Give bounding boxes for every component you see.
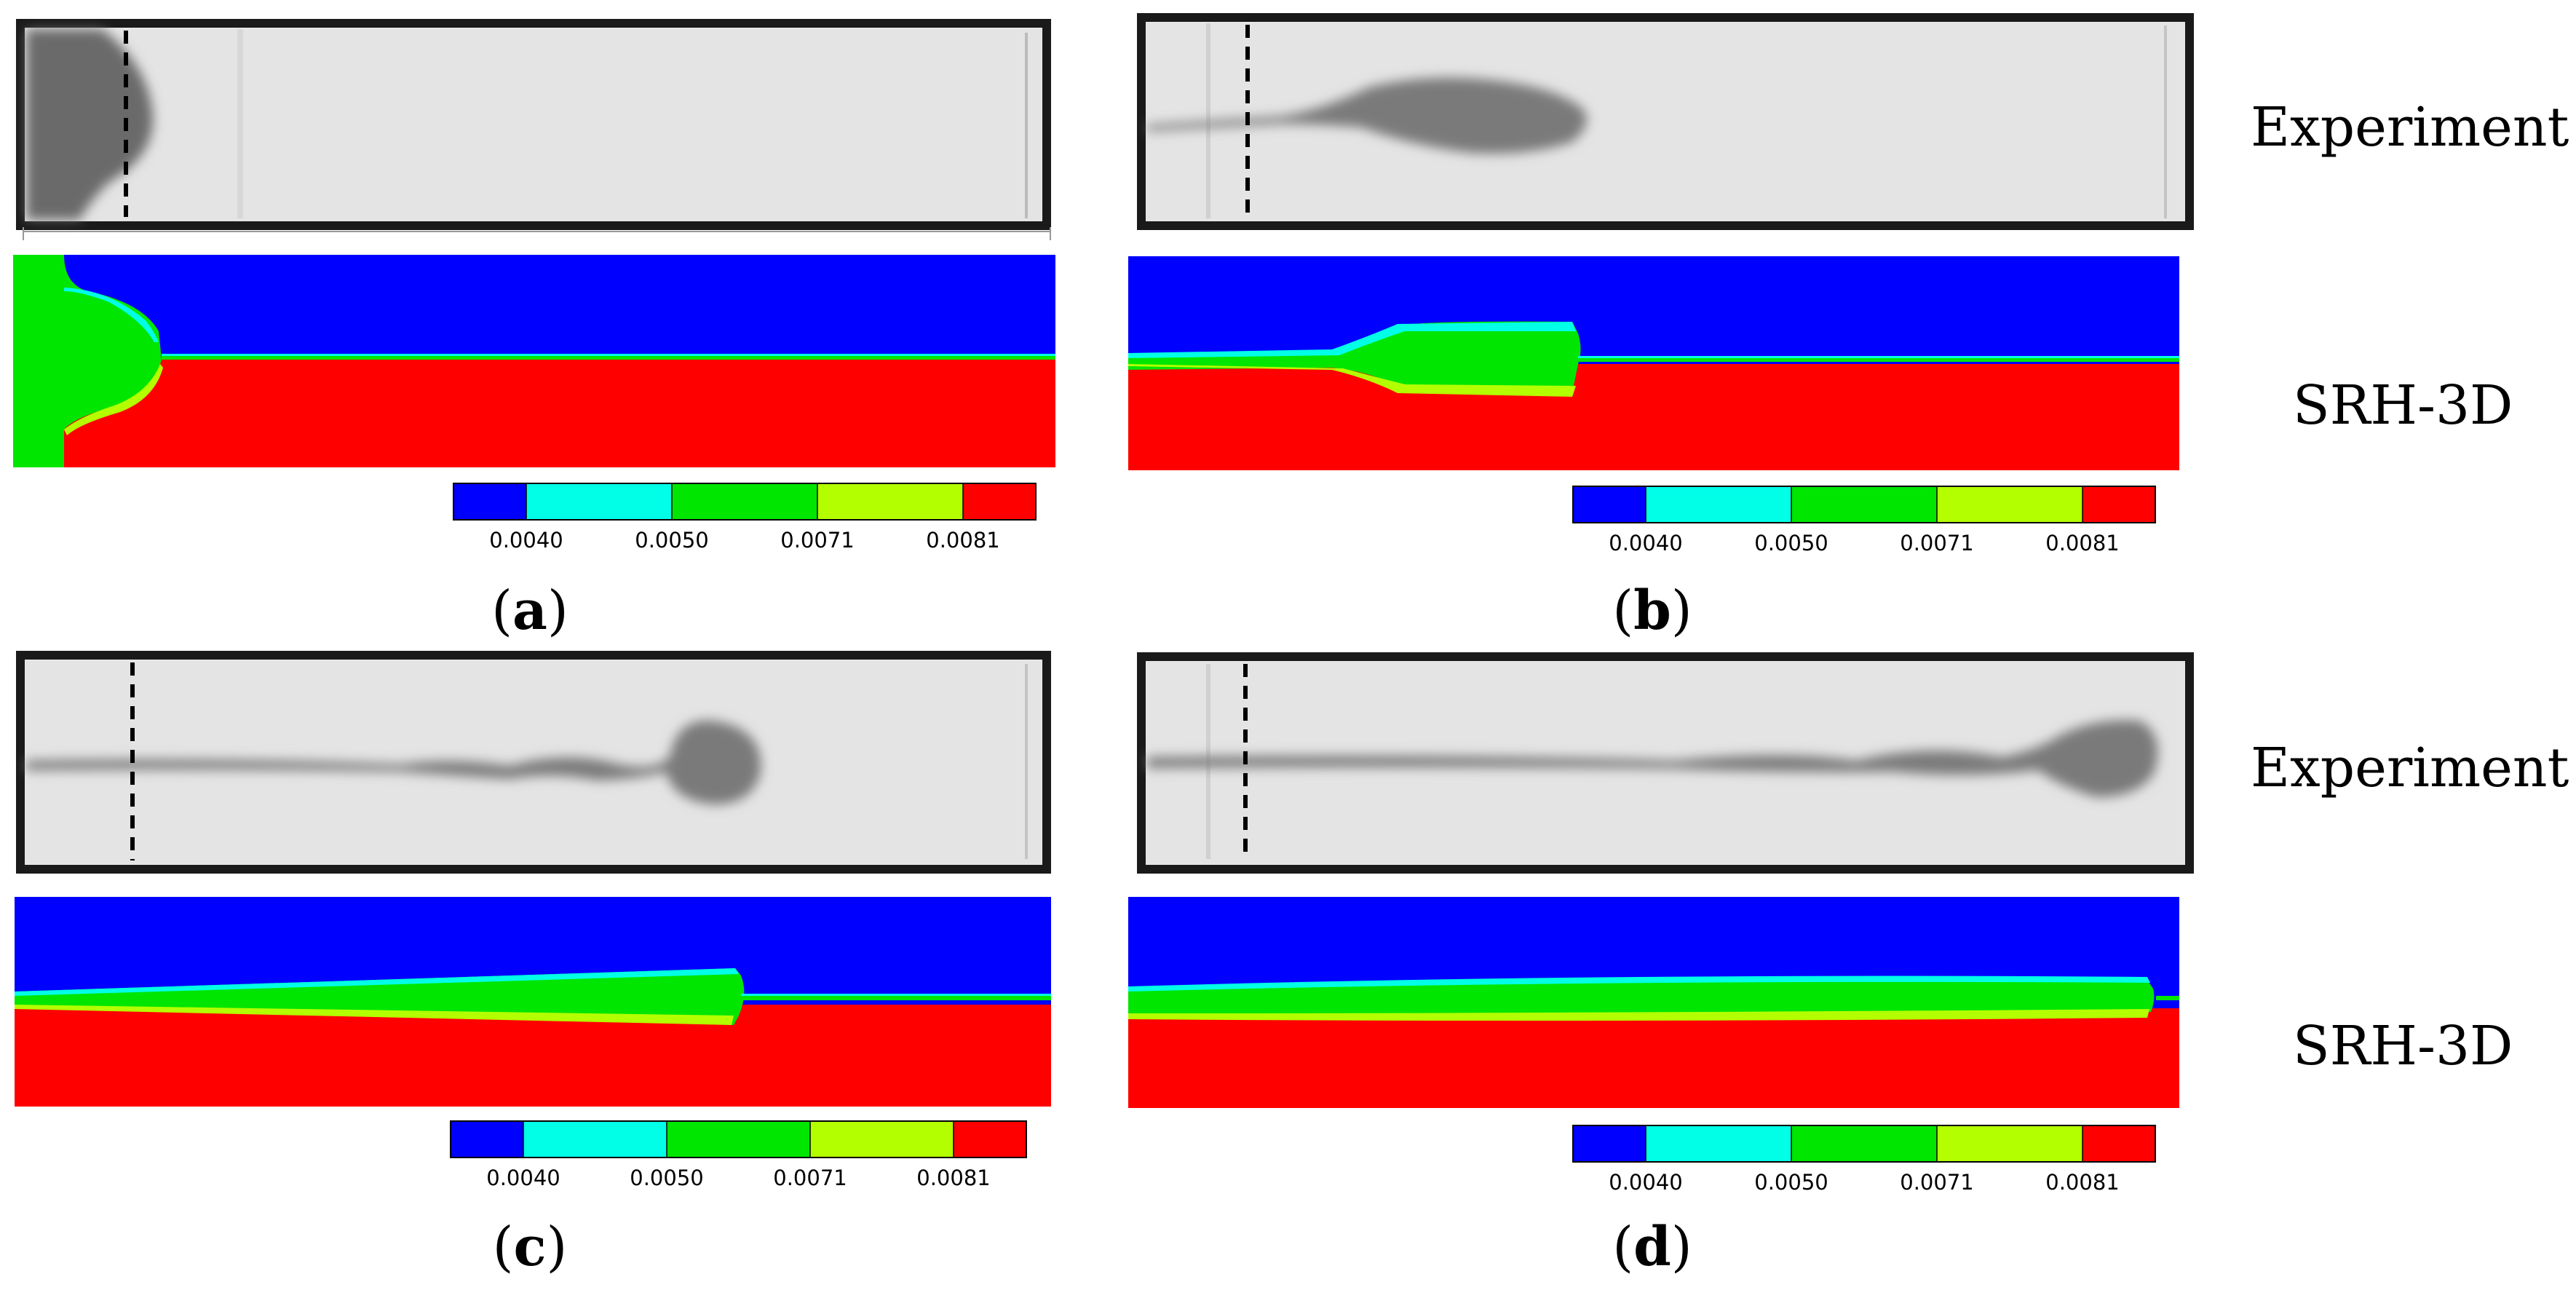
tick-label-a-2: 0.0050	[635, 528, 709, 553]
tick-label-c-2: 0.0050	[630, 1166, 704, 1190]
experiment-photo-b	[1137, 13, 2194, 230]
tick-label-b-2: 0.0050	[1754, 531, 1828, 555]
dye-plume-a	[26, 29, 154, 220]
model-contour-c	[15, 897, 1051, 1107]
dye-plume-b	[1147, 77, 1587, 154]
colorbar-c	[450, 1120, 1027, 1158]
tick-label-d-4: 0.0081	[2045, 1170, 2120, 1195]
tick-label-c-3: 0.0071	[773, 1166, 847, 1190]
experiment-photo-a	[16, 19, 1051, 240]
panel-label-b: (b)	[1612, 579, 1692, 642]
panel-label-a: (a)	[491, 579, 568, 642]
panel-d	[1128, 652, 2194, 1163]
dye-plume-c	[26, 720, 761, 804]
tick-label-c-1: 0.0040	[486, 1166, 560, 1190]
model-contour-d	[1128, 897, 2179, 1108]
model-contour-a	[13, 255, 1055, 467]
panel-a	[13, 19, 1055, 521]
tick-label-b-4: 0.0081	[2045, 531, 2120, 555]
tick-label-d-2: 0.0050	[1754, 1170, 1828, 1195]
panel-b	[1128, 13, 2194, 523]
panel-label-c: (c)	[492, 1216, 568, 1278]
tick-label-d-3: 0.0071	[1900, 1170, 1974, 1195]
colorbar-b	[1572, 486, 2156, 523]
row-label-model-top: SRH-3D	[2293, 374, 2513, 437]
tick-label-a-1: 0.0040	[489, 528, 563, 553]
experiment-photo-d	[1137, 652, 2194, 874]
tick-label-a-3: 0.0071	[780, 528, 855, 553]
colorbar-a	[453, 483, 1037, 521]
tick-label-b-1: 0.0040	[1609, 531, 1683, 555]
tick-label-c-4: 0.0081	[916, 1166, 991, 1190]
colorbar-d	[1572, 1125, 2156, 1163]
dye-plume-d	[1147, 720, 2158, 797]
tick-label-a-4: 0.0081	[926, 528, 1000, 553]
experiment-photo-c	[16, 651, 1051, 874]
row-label-experiment-top: Experiment	[2251, 96, 2569, 159]
panel-label-d: (d)	[1612, 1216, 1692, 1278]
tick-label-b-3: 0.0071	[1900, 531, 1974, 555]
row-label-experiment-bottom: Experiment	[2251, 737, 2569, 799]
row-label-model-bottom: SRH-3D	[2293, 1015, 2513, 1077]
model-contour-b	[1128, 256, 2179, 470]
panel-c	[15, 651, 1051, 1158]
tick-label-d-1: 0.0040	[1609, 1170, 1683, 1195]
